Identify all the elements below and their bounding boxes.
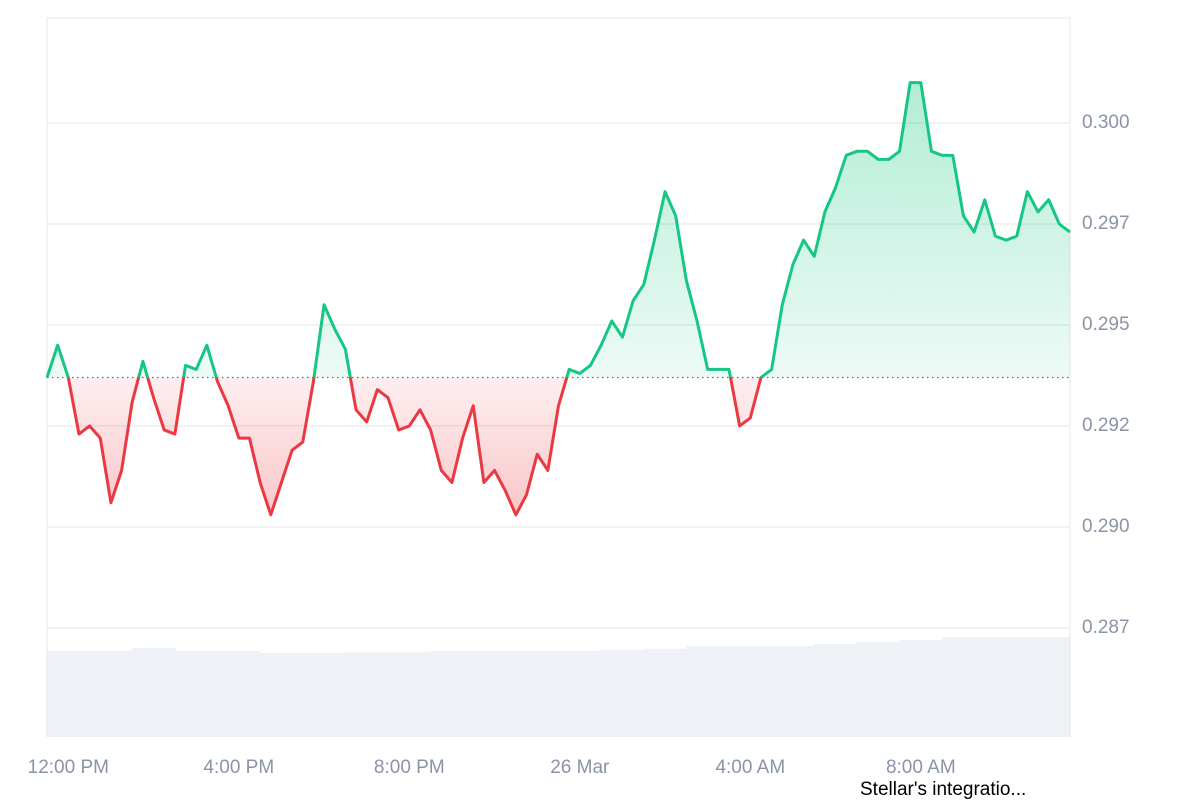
volume-layer xyxy=(47,637,1071,737)
annotation: Stellar's integratio... xyxy=(860,779,1026,800)
y-tick-label: 0.287 xyxy=(1082,617,1130,638)
volume-bar xyxy=(729,645,773,737)
price-line-down xyxy=(47,377,764,517)
x-tick-label: 4:00 PM xyxy=(203,757,274,778)
x-tick-label: 8:00 PM xyxy=(374,757,445,778)
volume-bar xyxy=(89,650,133,737)
volume-bar xyxy=(814,643,858,737)
volume-bar xyxy=(558,650,602,737)
volume-bar xyxy=(174,650,218,737)
volume-bar xyxy=(345,651,389,737)
volume-bar xyxy=(601,649,645,737)
volume-bar xyxy=(47,650,91,737)
x-tick-label: 26 Mar xyxy=(550,757,610,778)
volume-bar xyxy=(217,650,261,737)
y-tick-label: 0.292 xyxy=(1082,415,1130,436)
area-up xyxy=(47,82,1070,378)
volume-bar xyxy=(643,648,687,737)
volume-bar xyxy=(260,652,304,737)
volume-bar xyxy=(388,651,432,737)
area-down xyxy=(47,377,1070,515)
price-line-up xyxy=(45,81,1071,378)
volume-bar xyxy=(473,650,517,737)
volume-bar xyxy=(132,647,176,737)
volume-bar xyxy=(1027,637,1071,737)
volume-bar xyxy=(856,641,900,737)
grid-layer xyxy=(47,122,1070,629)
y-tick-label: 0.290 xyxy=(1082,516,1130,537)
x-tick-label: 8:00 AM xyxy=(886,757,956,778)
volume-bar xyxy=(771,645,815,737)
volume-bar xyxy=(686,645,730,737)
y-tick-label: 0.300 xyxy=(1082,112,1130,133)
price-layer xyxy=(45,81,1071,517)
volume-bar xyxy=(984,637,1028,737)
volume-bar xyxy=(515,650,559,737)
volume-bar xyxy=(430,650,474,737)
x-tick-label: 4:00 AM xyxy=(715,757,785,778)
x-tick-label: 12:00 PM xyxy=(28,757,109,778)
y-tick-label: 0.295 xyxy=(1082,314,1130,335)
y-tick-label: 0.297 xyxy=(1082,213,1130,234)
volume-bar xyxy=(302,652,346,737)
volume-bar xyxy=(942,637,986,737)
volume-bar xyxy=(899,639,943,737)
